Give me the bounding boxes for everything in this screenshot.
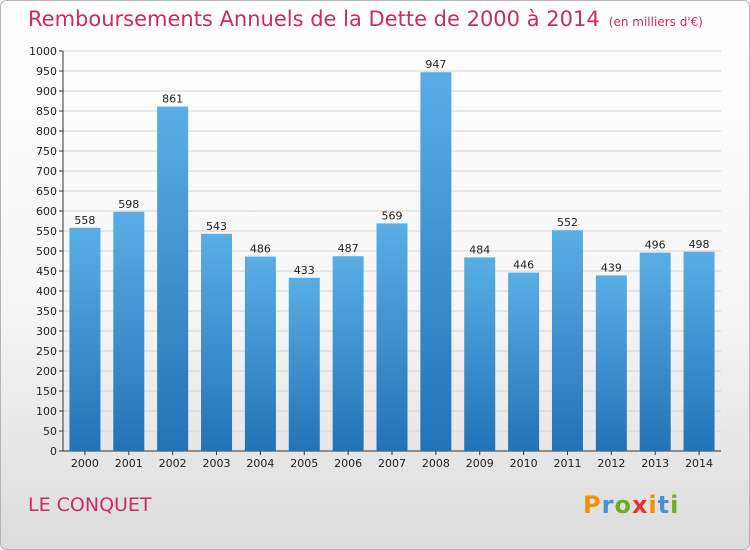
data-label: 496 [645,239,666,252]
bar [244,256,276,451]
y-tick-label: 900 [36,85,57,98]
x-tick-label: 2007 [378,457,406,470]
x-tick-label: 2001 [115,457,143,470]
x-tick-label: 2010 [510,457,538,470]
y-tick-label: 350 [36,305,57,318]
bar [551,230,583,451]
y-tick-label: 550 [36,225,57,238]
x-tick-label: 2004 [246,457,274,470]
data-label: 486 [250,243,271,256]
chart-unit: (en milliers d'€) [608,15,703,29]
y-tick-label: 500 [36,245,57,258]
logo-letter: o [614,491,632,519]
y-tick-label: 200 [36,365,57,378]
logo-letter: t [657,491,671,519]
data-label: 433 [294,264,315,277]
logo-letter: i [648,491,658,519]
logo-letter: x [631,491,649,519]
x-tick-label: 2000 [71,457,99,470]
data-label: 598 [118,198,139,211]
data-label: 498 [689,238,710,251]
y-tick-label: 50 [43,425,57,438]
bar [69,227,101,451]
bar [113,211,145,451]
y-tick-label: 750 [36,145,57,158]
y-tick-label: 600 [36,205,57,218]
y-tick-label: 0 [50,445,57,458]
x-tick-label: 2005 [290,457,318,470]
bar [201,233,233,451]
x-tick-label: 2006 [334,457,362,470]
bar [376,223,408,451]
logo-letter: r [601,491,615,519]
x-tick-label: 2003 [203,457,231,470]
logo-letter: P [583,491,602,519]
chart-title: Remboursements Annuels de la Dette de 20… [28,7,600,31]
data-label: 487 [338,242,359,255]
y-tick-label: 1000 [29,45,57,58]
y-tick-label: 300 [36,325,57,338]
x-tick-label: 2012 [597,457,625,470]
data-label: 543 [206,220,227,233]
y-tick-label: 100 [36,405,57,418]
bar [420,72,452,451]
data-label: 861 [162,93,183,106]
bar [508,272,540,451]
data-label: 446 [513,259,534,272]
bar [157,106,189,451]
y-tick-label: 650 [36,185,57,198]
bar [464,257,496,451]
bar [683,251,715,451]
labels: 558 2000 598 2001 861 2002 543 2003 486 2004 433 20… [71,58,713,470]
bar [595,275,627,451]
data-label: 439 [601,261,622,274]
x-tick-label: 2009 [466,457,494,470]
data-label: 552 [557,216,578,229]
x-tick-label: 2011 [553,457,581,470]
bar [332,256,364,451]
bar [288,277,320,451]
y-tick-label: 700 [36,165,57,178]
proxiti-logo: Proxiti [583,491,679,519]
x-tick-label: 2013 [641,457,669,470]
logo-letter: i [670,491,680,519]
data-label: 947 [425,58,446,71]
data-label: 569 [382,209,403,222]
y-tick-label: 450 [36,265,57,278]
y-tick-label: 800 [36,125,57,138]
y-tick-label: 150 [36,385,57,398]
x-tick-label: 2002 [159,457,187,470]
y-tick-label: 950 [36,65,57,78]
data-label: 558 [74,214,95,227]
commune-name: LE CONQUET [28,494,152,516]
y-tick-label: 400 [36,285,57,298]
bars [69,72,715,451]
data-label: 484 [469,243,490,256]
y-tick-label: 250 [36,345,57,358]
bar [639,252,671,451]
x-tick-label: 2014 [685,457,713,470]
x-tick-label: 2008 [422,457,450,470]
chart-title-block: Remboursements Annuels de la Dette de 20… [28,7,703,31]
y-tick-label: 850 [36,105,57,118]
